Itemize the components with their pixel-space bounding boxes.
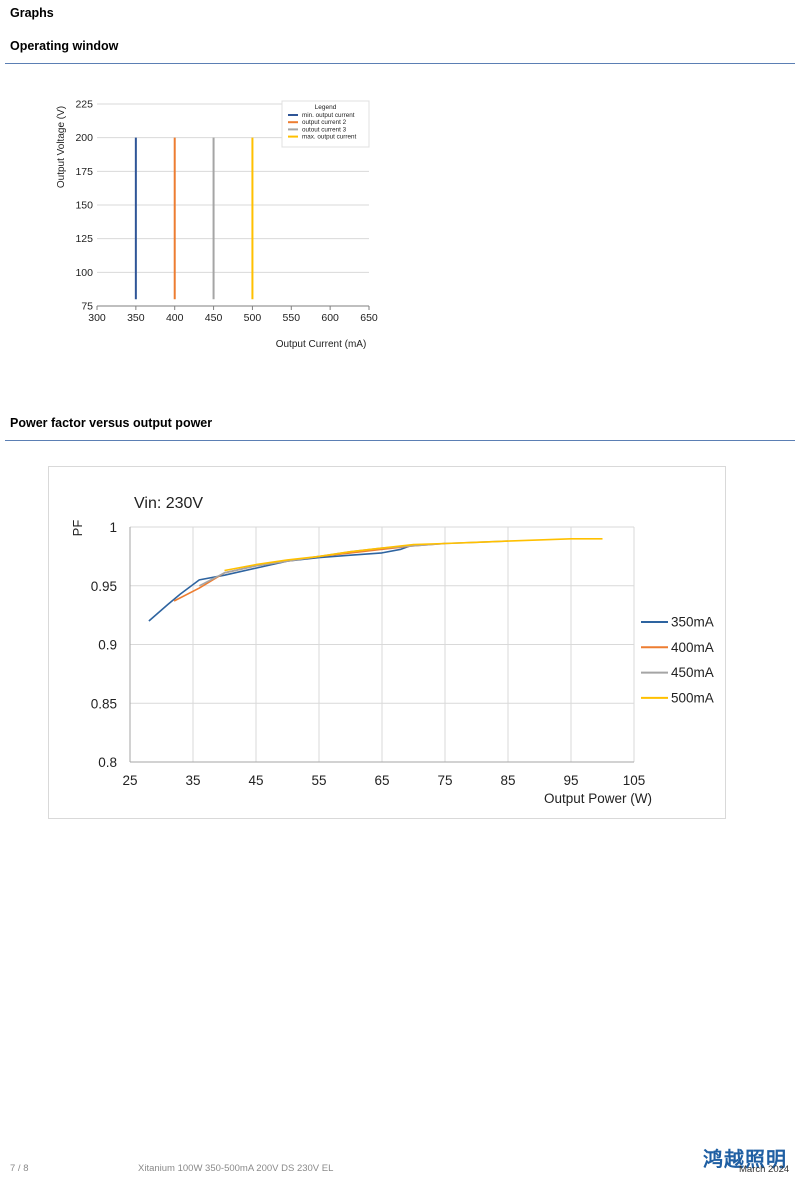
x-tick-label: 550 [283,312,301,324]
x-tick-label: 65 [374,773,389,788]
y-tick-label: 0.9 [98,638,117,653]
x-axis-label: Output Current (mA) [276,339,367,350]
y-tick-label: 0.8 [98,755,117,770]
y-tick-label: 1 [109,520,117,535]
x-tick-label: 600 [321,312,339,324]
x-tick-label: 500 [244,312,262,324]
legend-box [281,100,370,148]
y-tick-label: 225 [75,99,93,111]
y-tick-label: 0.85 [91,696,117,711]
x-tick-label: 95 [563,773,578,788]
x-tick-label: 400 [166,312,184,324]
series-line [148,543,414,622]
legend-label: 350mA [671,615,714,630]
legend-label: max. output current [302,134,356,141]
y-tick-label: 200 [75,132,93,144]
y-tick-label: 0.95 [91,579,117,594]
y-axis-label: Output Voltage (V) [56,106,67,188]
series-line [173,542,446,602]
y-tick-label: 125 [75,233,93,245]
x-tick-label: 25 [122,773,137,788]
company-logo: 鸿越照明 [703,1143,787,1172]
legend-label: output current 2 [302,119,347,126]
x-tick-label: 85 [500,773,515,788]
footer-document-title: Xitanium 100W 350-500mA 200V DS 230V EL [138,1163,334,1174]
y-tick-label: 150 [75,200,93,212]
legend-label: 450mA [671,665,714,680]
power-factor-chart-frame [48,466,726,819]
legend-label: outout current 3 [302,126,347,133]
x-tick-label: 650 [360,312,378,324]
y-tick-label: 175 [75,166,93,178]
section-title-operating-window: Operating window [10,39,119,53]
section-title-power-factor: Power factor versus output power [10,416,213,430]
x-tick-label: 450 [205,312,223,324]
operating-window-chart: 75 100 125 150 175 200 225 300 350 400 450 500 550 60… [56,99,378,351]
power-factor-chart: 0.8 0.85 0.9 0.95 1 25 35 45 55 65 75 85 95 105 Vin: 2… [70,495,714,806]
y-axis-label: PF [70,520,85,537]
series-line [198,540,509,587]
page-heading: Graphs [10,6,54,20]
chart-title: Vin: 230V [134,495,203,512]
y-tick-label: 100 [75,267,93,279]
section-divider [5,63,795,64]
y-tick-label: 75 [81,301,93,313]
x-tick-label: 300 [88,312,106,324]
legend-label: 500mA [671,690,714,705]
x-tick-label: 105 [623,773,646,788]
legend-label: min. output current [302,112,355,119]
x-tick-label: 35 [185,773,200,788]
logo-text: 鸿越照明 [703,1147,787,1171]
legend-label: 400mA [671,640,714,655]
legend-title: Legend [315,104,337,111]
footer-date: March 2024 [739,1164,790,1175]
x-tick-label: 75 [437,773,452,788]
x-axis-label: Output Power (W) [544,791,652,806]
x-tick-label: 45 [248,773,263,788]
footer-page-number: 7 / 8 [10,1163,29,1174]
series-line [224,538,603,572]
x-tick-label: 55 [311,773,326,788]
x-tick-label: 350 [127,312,145,324]
section-divider [5,440,795,441]
